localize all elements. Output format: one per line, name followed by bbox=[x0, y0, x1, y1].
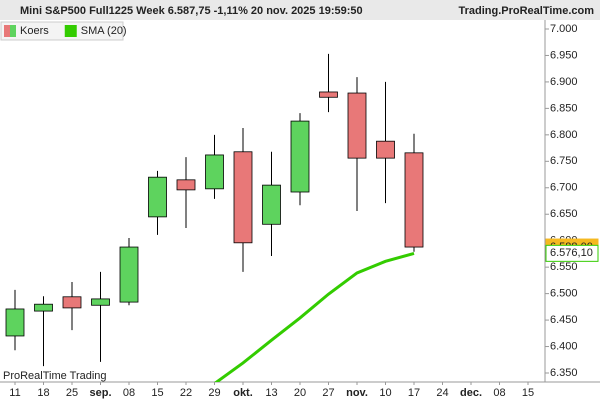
source: Trading.ProRealTime.com bbox=[458, 5, 594, 17]
candle-body bbox=[34, 303, 53, 312]
y-tick-label: 6.700 bbox=[550, 182, 578, 194]
x-tick-label: 13 bbox=[265, 387, 277, 399]
x-tick-label: sep. bbox=[89, 387, 111, 399]
x-tick-label: 15 bbox=[522, 387, 534, 399]
legend-swatch bbox=[10, 25, 16, 37]
candle-body bbox=[176, 179, 196, 191]
y-tick-label: 7.000 bbox=[550, 23, 578, 35]
x-tick-label: 17 bbox=[408, 387, 420, 399]
candle-body bbox=[290, 120, 310, 193]
x-tick-label: 29 bbox=[208, 387, 220, 399]
legend-label: Koers bbox=[20, 25, 49, 37]
x-tick-label: dec. bbox=[460, 387, 482, 399]
x-tick-label: 11 bbox=[9, 387, 20, 399]
y-tick-label: 6.550 bbox=[550, 261, 578, 273]
candle-body bbox=[347, 92, 367, 159]
candle-body bbox=[5, 308, 25, 337]
y-tick-label: 6.750 bbox=[550, 155, 578, 167]
candle-body bbox=[148, 176, 167, 218]
x-tick-label: 18 bbox=[37, 387, 49, 399]
y-tick-label: 6.450 bbox=[550, 314, 578, 326]
y-tick-label: 6.400 bbox=[550, 340, 578, 352]
chart-title: Mini S&P500 Full1225 Week 6.587,75 -1,11… bbox=[20, 5, 363, 17]
y-tick-label: 6.850 bbox=[550, 102, 578, 114]
x-tick-label: 15 bbox=[151, 387, 163, 399]
title-bar bbox=[0, 0, 600, 20]
legend-box bbox=[0, 21, 124, 41]
candle-body bbox=[404, 152, 424, 248]
candle-body bbox=[319, 91, 338, 98]
candle-body bbox=[91, 298, 110, 306]
x-tick-label: 08 bbox=[123, 387, 135, 399]
x-tick-label: 25 bbox=[66, 387, 78, 399]
candle-body bbox=[62, 296, 82, 309]
legend-swatch bbox=[4, 25, 10, 37]
legend-swatch bbox=[64, 25, 77, 37]
price-tag bbox=[545, 244, 599, 262]
x-tick-label: 24 bbox=[436, 387, 448, 399]
candle-body bbox=[233, 151, 253, 244]
price-tag-label: 6.576,10 bbox=[550, 247, 593, 259]
x-tick-label: nov. bbox=[346, 387, 368, 399]
legend-label: SMA (20) bbox=[81, 25, 127, 37]
y-tick-label: 6.350 bbox=[550, 367, 578, 379]
y-tick-label: 6.800 bbox=[550, 129, 578, 141]
x-tick-label: 27 bbox=[322, 387, 334, 399]
sma-line bbox=[214, 251, 415, 382]
candle-body bbox=[376, 140, 395, 159]
x-tick-label: okt. bbox=[233, 387, 253, 399]
y-tick-label: 6.950 bbox=[550, 49, 578, 61]
candle-body bbox=[119, 246, 139, 303]
candle-body bbox=[262, 184, 281, 225]
candle-body bbox=[205, 154, 224, 190]
y-tick-label: 6.650 bbox=[550, 208, 578, 220]
watermark: ProRealTime Trading bbox=[3, 370, 107, 382]
plot-area bbox=[5, 53, 424, 382]
x-tick-label: 08 bbox=[493, 387, 505, 399]
x-tick-label: 10 bbox=[379, 387, 391, 399]
y-tick-label: 6.500 bbox=[550, 288, 578, 300]
x-tick-label: 22 bbox=[180, 387, 192, 399]
y-tick-label: 6.900 bbox=[550, 76, 578, 88]
x-tick-label: 20 bbox=[294, 387, 306, 399]
